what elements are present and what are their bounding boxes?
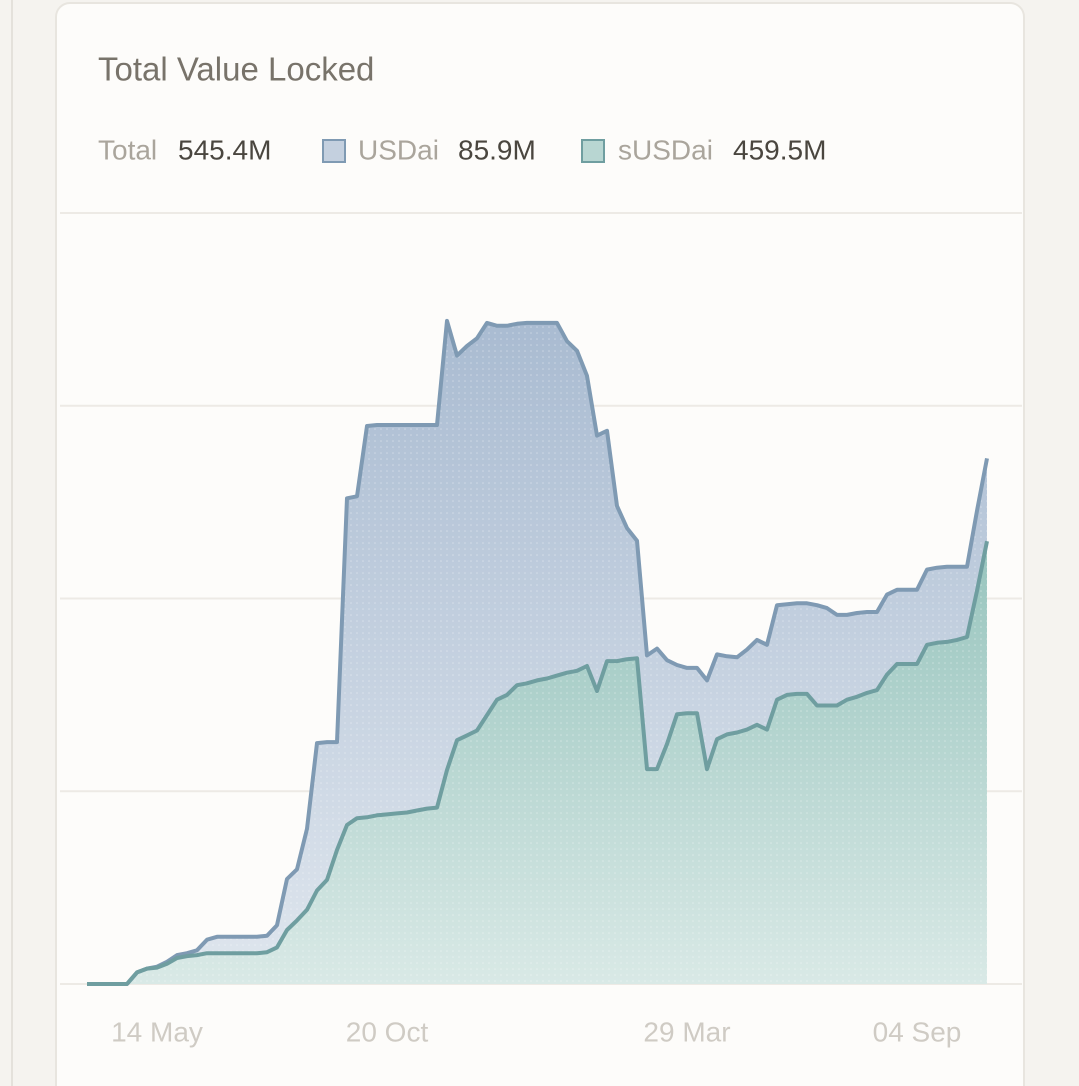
legend-swatch	[581, 139, 605, 163]
x-tick-label: 14 May	[111, 1016, 203, 1047]
legend-value: 459.5M	[733, 134, 826, 165]
legend-label: USDai	[358, 134, 439, 165]
legend-label: sUSDai	[618, 134, 713, 165]
x-tick-label: 20 Oct	[346, 1016, 429, 1047]
area-line	[87, 318, 989, 986]
area-texture	[87, 541, 987, 984]
x-tick-label: 29 Mar	[643, 1016, 730, 1047]
area-texture	[87, 320, 987, 984]
legend-value: 85.9M	[458, 134, 536, 165]
card-title: Total Value Locked	[98, 51, 374, 88]
legend: Total 545.4M USDai 85.9M sUSDai 459.5M	[98, 134, 826, 165]
x-tick-label: 04 Sep	[873, 1016, 962, 1047]
legend-value: 545.4M	[178, 134, 271, 165]
legend-swatch	[322, 139, 346, 163]
area-line	[87, 540, 989, 986]
legend-label: Total	[98, 134, 157, 165]
